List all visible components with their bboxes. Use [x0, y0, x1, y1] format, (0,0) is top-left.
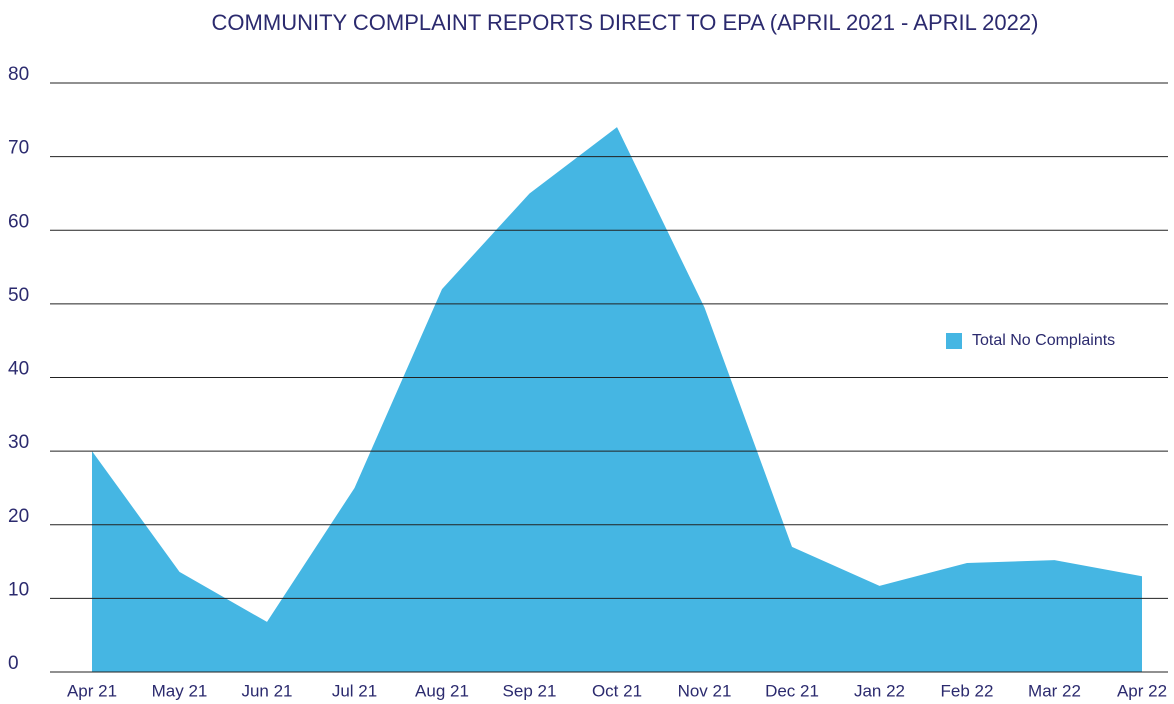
legend-swatch — [946, 333, 962, 349]
x-tick-label: Apr 22 — [1117, 681, 1167, 700]
x-tick-label: Nov 21 — [678, 681, 732, 700]
chart-title: COMMUNITY COMPLAINT REPORTS DIRECT TO EP… — [212, 10, 1039, 35]
y-tick-label: 80 — [8, 64, 29, 85]
y-tick-label: 20 — [8, 506, 29, 527]
y-tick-label: 40 — [8, 359, 29, 380]
x-tick-label: Apr 21 — [67, 681, 117, 700]
x-tick-label: Feb 22 — [941, 681, 994, 700]
x-tick-label: Dec 21 — [765, 681, 819, 700]
x-tick-label: Mar 22 — [1028, 681, 1081, 700]
legend-label: Total No Complaints — [972, 332, 1115, 349]
x-tick-label: Aug 21 — [415, 681, 469, 700]
x-tick-label: Oct 21 — [592, 681, 642, 700]
y-tick-label: 60 — [8, 211, 29, 232]
area — [92, 127, 1142, 673]
y-tick-label: 0 — [8, 653, 19, 674]
y-tick-label: 70 — [8, 138, 29, 159]
x-tick-label: Jun 21 — [241, 681, 292, 700]
x-tick-label: Jul 21 — [332, 681, 377, 700]
y-tick-label: 50 — [8, 285, 29, 306]
y-tick-label: 30 — [8, 432, 29, 453]
x-tick-label: Jan 22 — [854, 681, 905, 700]
y-tick-label: 10 — [8, 579, 29, 600]
x-tick-label: May 21 — [152, 681, 208, 700]
x-tick-label: Sep 21 — [503, 681, 557, 700]
